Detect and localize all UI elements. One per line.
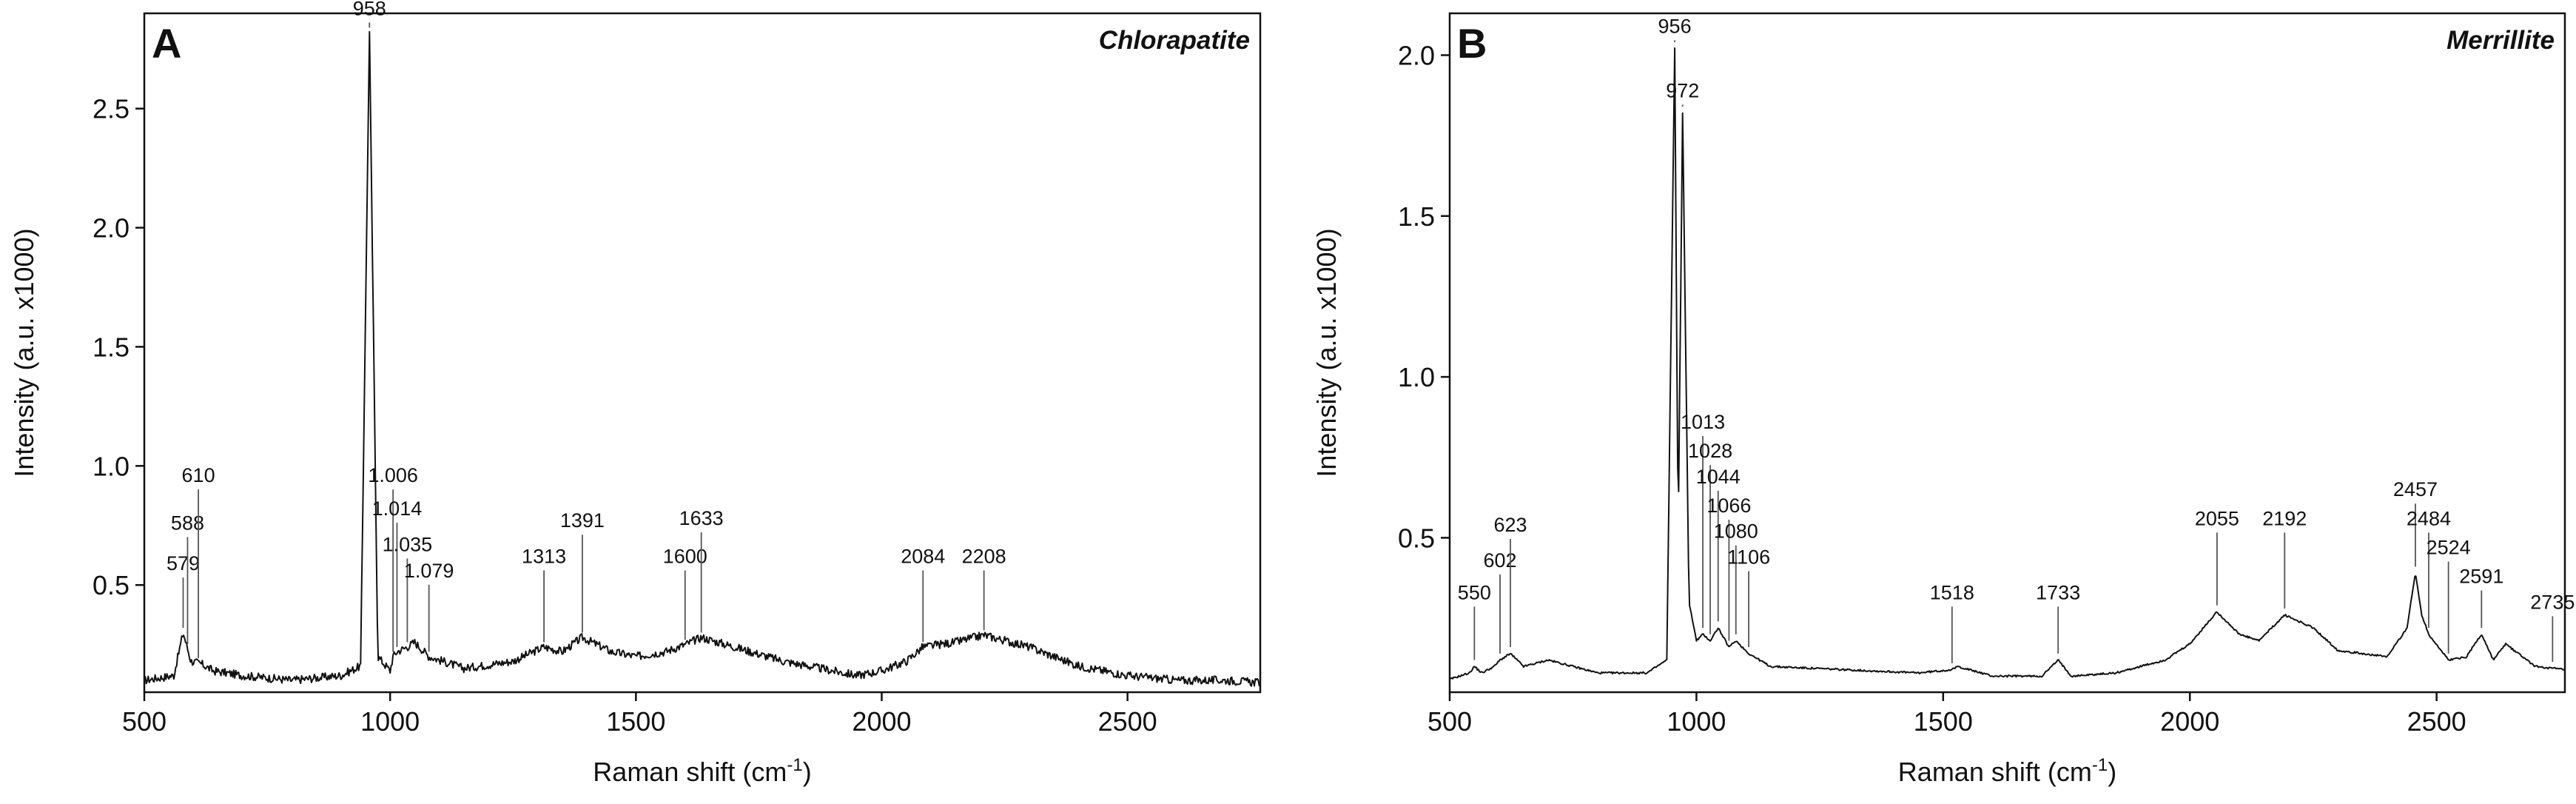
y-tick-label: 2.0	[93, 213, 130, 244]
peak-label: 1013	[1681, 411, 1725, 433]
panel-letter: A	[152, 20, 181, 67]
x-axis-title-main: Raman shift (cm	[1898, 757, 2092, 787]
peak-label: 1066	[1706, 495, 1751, 517]
peak-label: 2457	[2393, 478, 2438, 500]
plot-frame	[1448, 12, 2566, 694]
peak-label: 579	[167, 552, 200, 574]
mineral-name: Merrillite	[2446, 26, 2555, 55]
y-tick-label: 1.5	[93, 332, 130, 362]
peak-label: 2084	[901, 545, 945, 567]
peak-label: 1633	[679, 507, 724, 529]
x-tick-label: 1500	[606, 706, 665, 737]
x-tick-label: 2500	[1098, 706, 1157, 737]
peak-label: 956	[1658, 15, 1692, 37]
y-tick-label: 1.0	[93, 451, 130, 481]
peak-label: 2208	[962, 545, 1006, 567]
x-tick-label: 500	[122, 706, 167, 737]
y-tick-label: 2.0	[1398, 40, 1435, 70]
x-tick-label: 1500	[1914, 706, 1973, 737]
panel-letter: B	[1457, 20, 1487, 67]
x-tick-label: 2500	[2407, 706, 2466, 737]
plot-frame	[143, 12, 1262, 694]
peak-label: 623	[1493, 514, 1527, 536]
peak-label: 1733	[2036, 581, 2080, 603]
x-axis-title-main: Raman shift (cm	[593, 757, 787, 787]
x-tick-label: 500	[1427, 706, 1472, 737]
peak-label: 610	[182, 464, 215, 486]
peak-label: 602	[1483, 549, 1516, 572]
peak-label: 1518	[1930, 581, 1974, 603]
y-tick-label: 2.5	[93, 94, 130, 124]
peak-label: 588	[171, 512, 204, 534]
peak-label: 2192	[2262, 507, 2307, 529]
mineral-name: Chlorapatite	[1099, 26, 1250, 55]
peak-label: 1600	[663, 545, 707, 567]
spectrum-line	[1449, 47, 2566, 680]
x-axis-title-superscript: -1	[2092, 755, 2108, 775]
y-tick-label: 1.0	[1398, 362, 1435, 392]
peak-label: 972	[1666, 79, 1699, 101]
y-tick-label: 0.5	[1398, 523, 1435, 553]
x-tick-label: 1000	[1667, 706, 1726, 737]
peak-label: 550	[1458, 581, 1491, 603]
x-axis-title-close: )	[803, 757, 812, 787]
y-tick-label: 0.5	[93, 570, 130, 600]
x-tick-label: 2000	[2160, 706, 2219, 737]
peak-label: 2524	[2427, 536, 2471, 558]
peak-label: 1.006	[368, 464, 418, 486]
x-tick-label: 2000	[852, 706, 911, 737]
x-axis-title-superscript: -1	[787, 755, 802, 775]
peak-label: 1044	[1696, 466, 1741, 488]
x-axis-title: Raman shift (cm-1)	[593, 755, 811, 787]
peak-label: 2735	[2530, 591, 2575, 613]
panel-a: 500 1000 1500 2000 2500 0.5 1.0 1.5 2.0 2.5 Raman …	[9, 0, 1262, 787]
spectrum-line	[144, 30, 1261, 687]
panel-b: 500 1000 1500 2000 2500 0.5 1.0 1.5 2.0 Raman shi…	[1311, 12, 2575, 787]
x-tick-label: 1000	[360, 706, 420, 737]
peak-label: 2591	[2459, 566, 2503, 588]
peak-label: 1106	[1727, 546, 1770, 569]
peak-label: 1.035	[383, 533, 433, 555]
x-axis-title: Raman shift (cm-1)	[1898, 755, 2116, 787]
peak-label: 1313	[522, 545, 566, 567]
x-axis-title-close: )	[2108, 757, 2116, 787]
peak-label: 1080	[1714, 520, 1758, 543]
peak-label: 1391	[560, 509, 605, 532]
peak-label: 2484	[2407, 507, 2451, 529]
peak-label: 1.014	[372, 498, 423, 520]
peak-label: 1.079	[404, 560, 454, 582]
peak-label: 958	[353, 0, 386, 19]
peak-label: 2055	[2195, 507, 2239, 529]
y-axis-title: Intensity (a.u. x1000)	[9, 228, 39, 477]
y-axis-title: Intensity (a.u. x1000)	[1311, 228, 1342, 477]
peak-label: 1028	[1688, 440, 1732, 462]
y-tick-label: 1.5	[1398, 201, 1435, 232]
